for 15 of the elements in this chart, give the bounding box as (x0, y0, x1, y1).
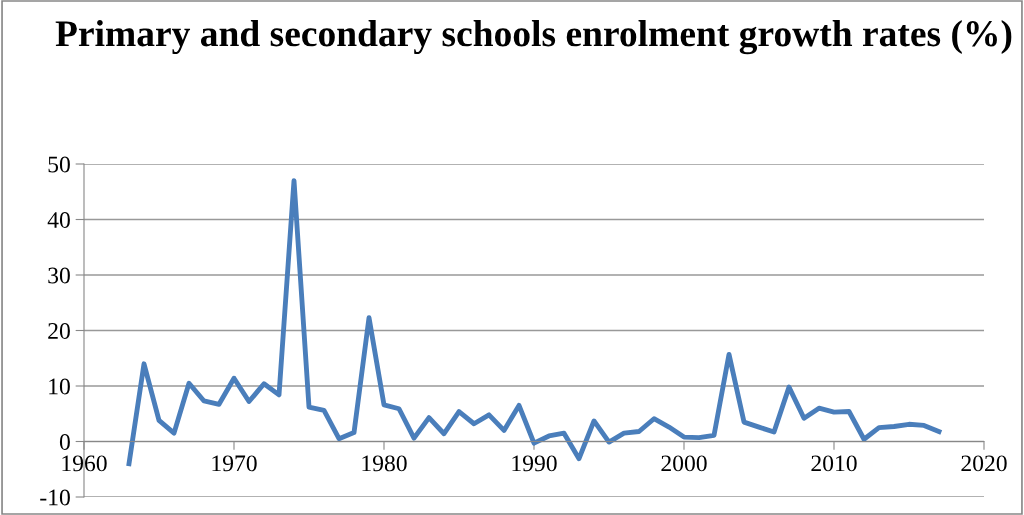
x-tick-label: 1980 (362, 455, 407, 472)
x-tick-label: 2020 (961, 455, 1007, 472)
y-tick-label: 40 (47, 211, 70, 228)
chart-title: Primary and secondary schools enrolment growth rates (%) (55, 20, 1012, 55)
y-tick-label: -10 (40, 489, 70, 506)
y-tick-label: 0 (59, 433, 70, 450)
x-tick-label: 1970 (212, 455, 257, 472)
y-tick-label: 20 (48, 322, 70, 339)
y-tick-label: 10 (49, 378, 70, 395)
x-tick-label: 1960 (62, 455, 107, 472)
y-tick-label: 30 (48, 267, 70, 284)
x-tick-label: 2000 (661, 455, 707, 472)
x-tick-label: 1990 (512, 455, 557, 472)
y-tick-label: 50 (48, 156, 70, 173)
x-tick-label: 2010 (811, 455, 857, 472)
